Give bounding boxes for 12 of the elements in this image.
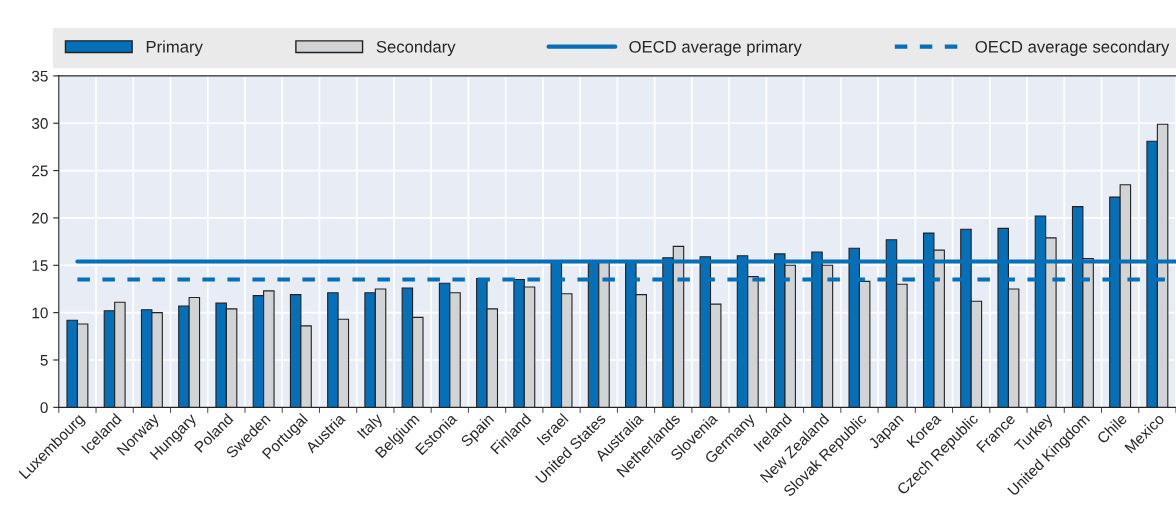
y-tick-label: 15 (32, 260, 48, 271)
legend-label: OECD average secondary (975, 40, 1170, 56)
legend-label: OECD average primary (629, 40, 802, 56)
y-tick-label: 25 (32, 165, 48, 177)
y-tick-label: 20 (32, 212, 48, 224)
y-tick-label: 0 (40, 402, 48, 414)
y-tick-label: 30 (31, 118, 48, 129)
legend-label: Primary (146, 40, 203, 56)
legend-label: Secondary (376, 40, 456, 56)
y-tick-label: 5 (40, 355, 48, 366)
y-tick-label: 35 (31, 70, 48, 82)
y-tick-label: 10 (32, 307, 48, 319)
